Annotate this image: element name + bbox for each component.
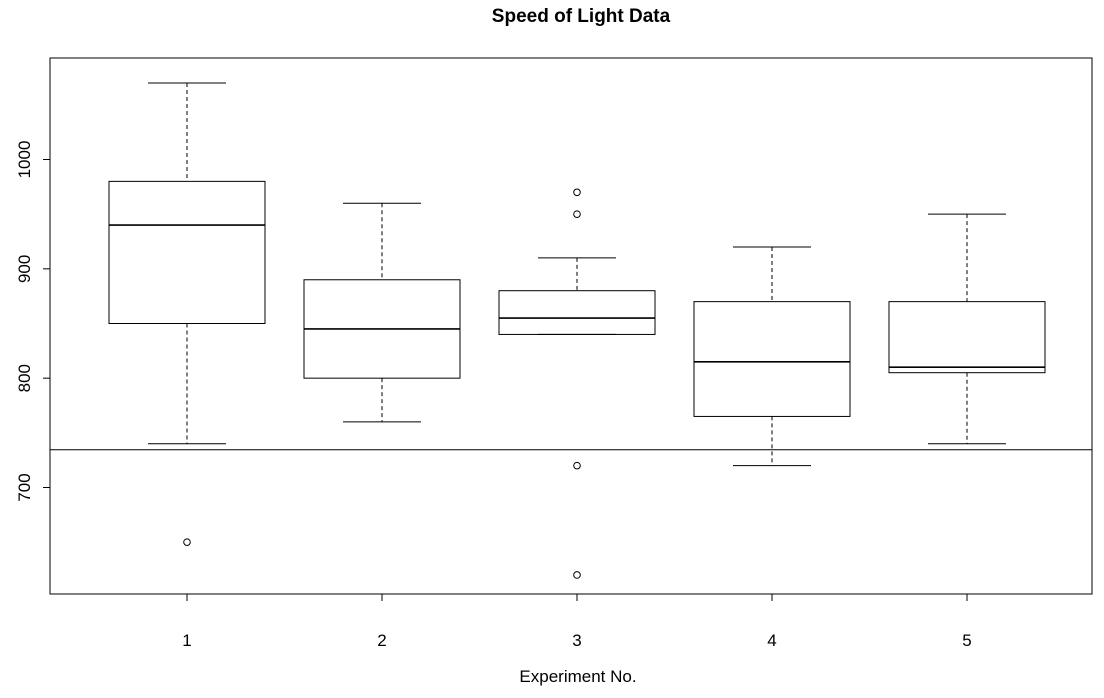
y-tick-label: 800 xyxy=(15,364,34,392)
iqr-box xyxy=(888,301,1046,374)
box-1 xyxy=(108,82,266,546)
iqr-box xyxy=(108,180,266,324)
x-tick-label: 1 xyxy=(182,631,191,650)
x-tick-label: 4 xyxy=(767,631,776,650)
outlier-point xyxy=(573,210,581,218)
x-tick-label: 5 xyxy=(962,631,971,650)
y-tick-label: 1000 xyxy=(15,141,34,179)
box-2 xyxy=(303,202,461,423)
y-axis: 700 800 900 1000 xyxy=(15,141,51,502)
chart-title: Speed of Light Data xyxy=(492,6,671,27)
iqr-box xyxy=(693,301,851,417)
box-5 xyxy=(888,213,1046,445)
x-tick-label: 2 xyxy=(377,631,386,650)
boxes-group xyxy=(108,82,1046,579)
x-tick-label: 3 xyxy=(572,631,581,650)
x-axis: 1 2 3 4 5 xyxy=(182,593,972,650)
outlier-point xyxy=(573,188,581,197)
outlier-point xyxy=(573,571,581,579)
box-3 xyxy=(498,188,656,579)
x-axis-label: Experiment No. xyxy=(519,667,636,686)
outlier-point xyxy=(573,461,581,470)
outlier-point xyxy=(183,538,191,546)
y-tick-label: 700 xyxy=(15,473,34,501)
box-4 xyxy=(693,246,851,467)
iqr-box xyxy=(498,290,656,335)
y-tick-label: 900 xyxy=(15,255,34,283)
plot-frame xyxy=(49,57,1093,595)
